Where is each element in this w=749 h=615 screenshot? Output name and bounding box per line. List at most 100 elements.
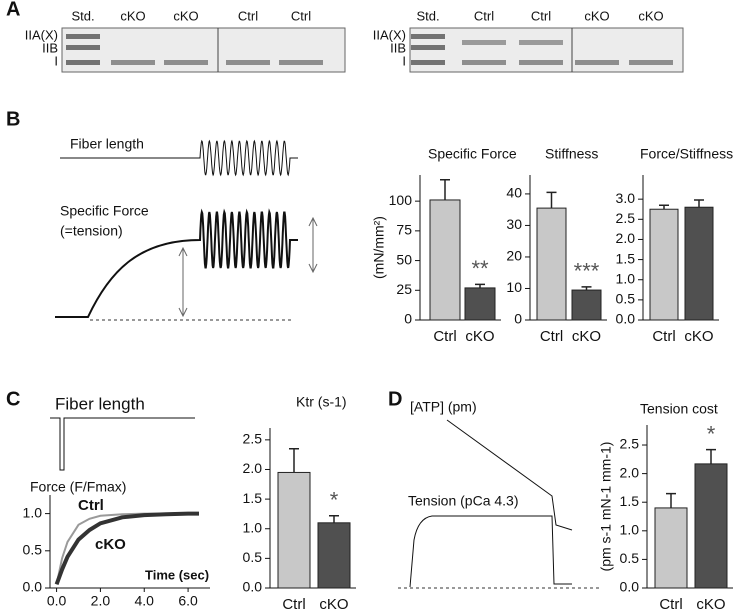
- y-tick-label: 20: [506, 248, 522, 264]
- error-bar: [475, 283, 485, 288]
- y-tick-label: 40: [506, 185, 522, 201]
- band-label: IIA(X): [373, 27, 406, 42]
- y-tick-label: 2.5: [616, 210, 636, 226]
- gel-band: [164, 60, 208, 65]
- y-tick-label: 3.0: [616, 190, 636, 206]
- y-tick-label: 2.0: [243, 460, 263, 476]
- trace: [50, 417, 195, 471]
- trace-label: Fiber length: [55, 394, 145, 413]
- trace: [60, 139, 298, 177]
- chart-title: Specific Force: [428, 146, 517, 162]
- y-tick-label: 1.5: [243, 490, 263, 506]
- y-tick-label: 0: [404, 311, 412, 327]
- y-tick-label: 2.5: [620, 436, 640, 452]
- gel-band: [462, 60, 506, 65]
- trace-c: Fiber length: [50, 394, 195, 471]
- significance: ***: [574, 259, 600, 284]
- chart-title: Ktr (s-1): [296, 394, 347, 410]
- panel-label: C: [6, 388, 20, 410]
- lane-label: Std.: [71, 8, 94, 23]
- x-tick-label: cKO: [684, 328, 713, 345]
- error-bar: [289, 447, 299, 473]
- y-tick-label: 0.5: [620, 550, 640, 566]
- gel-band: [111, 60, 155, 65]
- gel-band: [462, 40, 506, 45]
- gel-band: [575, 60, 619, 65]
- band-label: IIB: [42, 40, 58, 55]
- y-tick-label: 1.5: [616, 250, 636, 266]
- y-tick-label: 0.0: [620, 579, 640, 595]
- significance: **: [471, 256, 489, 281]
- chart-title: Tension cost: [640, 401, 718, 417]
- gel-band: [411, 60, 445, 65]
- trace-label: Specific Force: [60, 203, 149, 219]
- gel-band: [66, 60, 100, 65]
- trace: [55, 208, 298, 318]
- bar: [694, 463, 728, 589]
- chart-title: Force/Stiffness: [640, 146, 733, 162]
- y-tick-label: 0: [514, 311, 522, 327]
- trace-label: (=tension): [60, 223, 123, 239]
- lane-label: cKO: [120, 8, 145, 23]
- bar: [654, 507, 688, 589]
- error-bar: [440, 179, 450, 200]
- gel-image: [409, 27, 684, 73]
- trace: [409, 515, 572, 588]
- y-tick-label: 1.5: [620, 493, 640, 509]
- chart-title: Stiffness: [545, 146, 598, 162]
- x-tick-label: cKO: [572, 328, 601, 345]
- y-axis-label: Force (F/Fmax): [30, 479, 126, 495]
- y-tick-label: 0.5: [616, 291, 636, 307]
- x-tick-label: Ctrl: [652, 328, 675, 345]
- y-tick-label: 1.0: [620, 522, 640, 538]
- y-tick-label: 50: [396, 251, 412, 267]
- error-bar: [581, 286, 592, 291]
- gel-band: [411, 34, 445, 39]
- bar: [684, 206, 714, 321]
- y-tick-label: 75: [396, 222, 412, 238]
- y-tick-label: 0.0: [243, 579, 263, 595]
- trace-d: [ATP] (pm) Tension (pCa 4.3): [398, 399, 600, 589]
- x-tick-label: Ctrl: [282, 596, 305, 613]
- lane-label: Ctrl: [474, 8, 494, 23]
- error-bar: [694, 199, 704, 208]
- series-label: Ctrl: [78, 497, 104, 514]
- x-tick-label: cKO: [319, 596, 348, 613]
- bar: [649, 208, 679, 321]
- y-tick-label: 10: [506, 279, 522, 295]
- y-axis-label: (pm s-1 mN-1 mm-1): [598, 442, 614, 572]
- lane-label: cKO: [173, 8, 198, 23]
- y-tick-label: 1.0: [616, 270, 636, 286]
- bar: [277, 471, 311, 589]
- y-tick-label: 0.5: [243, 549, 263, 565]
- lane-label: Ctrl: [531, 8, 551, 23]
- error-bar: [666, 492, 676, 508]
- y-tick-label: 25: [396, 281, 412, 297]
- bar: [464, 287, 496, 321]
- band-label: I: [54, 53, 58, 68]
- series-label: cKO: [95, 536, 126, 553]
- panel-label: D: [388, 388, 402, 410]
- x-tick-label: cKO: [465, 328, 494, 345]
- significance: *: [707, 421, 716, 446]
- bar: [571, 289, 602, 321]
- panel-label: A: [6, 0, 20, 20]
- x-tick-label: cKO: [696, 596, 725, 613]
- error-bar: [329, 514, 339, 523]
- line: [54, 511, 199, 585]
- y-tick-label: 30: [506, 216, 522, 232]
- lane-label: Ctrl: [238, 8, 258, 23]
- error-bar: [706, 448, 716, 464]
- panel-label: B: [6, 108, 20, 130]
- bar: [536, 207, 567, 321]
- y-tick-label: 1.0: [23, 504, 43, 520]
- gel-band: [519, 40, 563, 45]
- y-tick-label: 2.0: [616, 230, 636, 246]
- x-tick-label: Ctrl: [659, 596, 682, 613]
- y-tick-label: 2.5: [243, 431, 263, 447]
- gel-band: [226, 60, 270, 65]
- x-tick-label: 6.0: [178, 593, 198, 609]
- gel-band: [66, 34, 100, 39]
- x-tick-label: Ctrl: [540, 328, 563, 345]
- gel-band: [519, 60, 563, 65]
